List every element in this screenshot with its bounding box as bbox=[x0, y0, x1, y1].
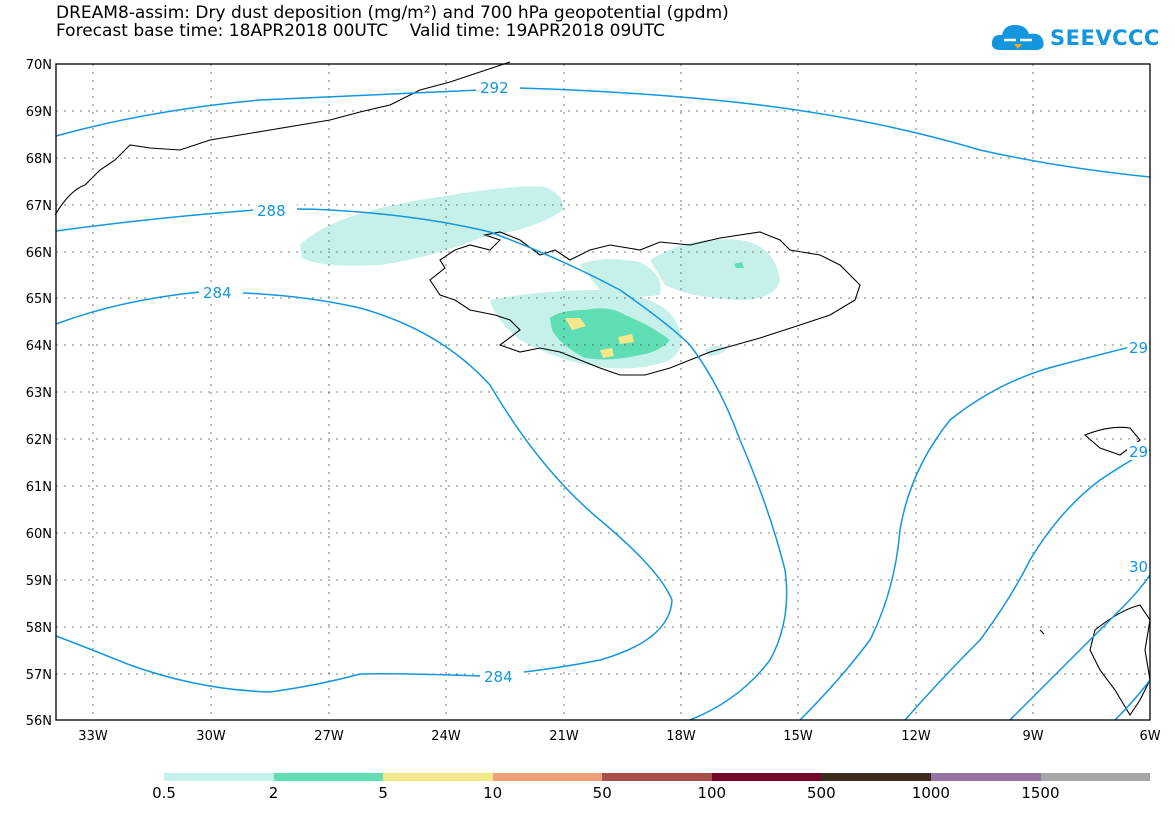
legend-label: 10 bbox=[483, 784, 503, 802]
legend-swatch bbox=[602, 773, 712, 781]
legend-label: 2 bbox=[268, 784, 279, 802]
lat-label: 57N bbox=[26, 668, 52, 683]
contour-label-288: 288 bbox=[257, 202, 286, 220]
legend-swatch bbox=[164, 773, 274, 781]
geopotential-contours bbox=[55, 87, 1151, 721]
lon-label: 12W bbox=[901, 729, 931, 744]
graticule bbox=[56, 64, 1150, 720]
legend-swatch bbox=[383, 773, 493, 781]
lon-label: 24W bbox=[431, 729, 461, 744]
lat-label: 59N bbox=[26, 574, 52, 589]
lat-label: 69N bbox=[26, 105, 52, 120]
lat-label: 66N bbox=[26, 246, 52, 261]
legend-label: 500 bbox=[807, 784, 836, 802]
legend-label: 5 bbox=[378, 784, 388, 802]
map-frame bbox=[55, 63, 1151, 721]
seevccc-logo: SEEVCCC bbox=[990, 20, 1159, 60]
latitude-axis: 70N 69N 68N 67N 66N 65N 64N 63N 62N 61N … bbox=[26, 58, 52, 729]
lon-label: 21W bbox=[549, 729, 579, 744]
contour-label-29-a: 29 bbox=[1129, 339, 1148, 357]
lon-label: 6W bbox=[1139, 729, 1160, 744]
lat-label: 68N bbox=[26, 152, 52, 167]
legend-label: 100 bbox=[697, 784, 727, 802]
legend-swatch bbox=[1040, 773, 1151, 781]
contour-label-29-b: 29 bbox=[1129, 443, 1148, 461]
longitude-axis: 33W 30W 27W 24W 21W 18W 15W 12W 9W 6W bbox=[78, 729, 1160, 744]
legend-label: 1500 bbox=[1021, 784, 1060, 802]
contour-labels: 292 288 284 284 29 29 30 bbox=[199, 78, 1149, 686]
map-subtitle: Forecast base time: 18APR2018 00UTC Vali… bbox=[56, 21, 665, 41]
lon-label: 30W bbox=[196, 729, 226, 744]
lat-label: 58N bbox=[26, 621, 52, 636]
legend-label: 1000 bbox=[911, 784, 950, 802]
contour-label-284: 284 bbox=[203, 284, 232, 302]
legend-swatch bbox=[821, 773, 931, 781]
cloud-icon bbox=[991, 25, 1044, 50]
lat-label: 65N bbox=[26, 292, 52, 307]
contour-label-284-south: 284 bbox=[484, 668, 513, 686]
legend-label: 50 bbox=[592, 784, 612, 802]
legend-swatch bbox=[492, 773, 603, 781]
lat-label: 63N bbox=[26, 386, 52, 401]
legend-colorbar bbox=[164, 773, 1151, 781]
lat-label: 70N bbox=[26, 58, 52, 73]
lon-label: 27W bbox=[314, 729, 344, 744]
legend-swatch bbox=[273, 773, 384, 781]
lon-label: 33W bbox=[78, 729, 108, 744]
lon-label: 15W bbox=[783, 729, 813, 744]
legend-swatch bbox=[930, 773, 1041, 781]
lat-label: 62N bbox=[26, 433, 52, 448]
coastlines bbox=[54, 61, 1151, 717]
lon-label: 18W bbox=[666, 729, 696, 744]
lon-label: 9W bbox=[1022, 729, 1043, 744]
lat-label: 60N bbox=[26, 527, 52, 542]
lat-label: 56N bbox=[26, 714, 52, 729]
lat-label: 64N bbox=[26, 339, 52, 354]
lat-label: 61N bbox=[26, 480, 52, 495]
contour-label-30: 30 bbox=[1129, 558, 1148, 576]
map-title: DREAM8-assim: Dry dust deposition (mg/m²… bbox=[56, 3, 729, 23]
legend-swatch bbox=[711, 773, 822, 781]
legend-label: 0.5 bbox=[152, 784, 176, 802]
contour-label-292: 292 bbox=[480, 79, 509, 97]
lat-label: 67N bbox=[26, 199, 52, 214]
logo-text: SEEVCCC bbox=[1050, 26, 1160, 50]
